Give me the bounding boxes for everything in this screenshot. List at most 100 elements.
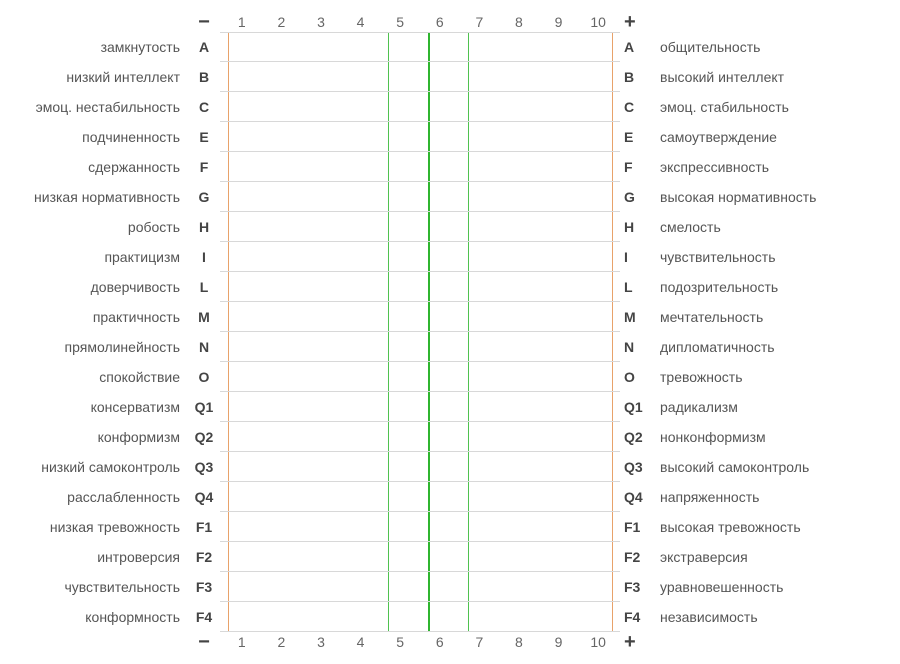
factor-grid-cell <box>220 362 620 392</box>
outer-gridline <box>612 182 613 211</box>
inner-gridline <box>388 542 389 571</box>
outer-gridline <box>612 572 613 601</box>
inner-gridline <box>388 302 389 331</box>
mid-gridline <box>428 122 430 151</box>
factor-right-label: высокий интеллект <box>652 69 890 85</box>
factor-right-label: напряженность <box>652 489 890 505</box>
factor-code-left: F <box>188 159 220 175</box>
inner-gridline <box>468 92 469 121</box>
mid-gridline <box>428 302 430 331</box>
factor-left-label: робость <box>10 219 188 235</box>
factor-code-right: F <box>620 159 652 175</box>
outer-gridline <box>612 332 613 361</box>
plus-symbol-bottom: + <box>620 631 652 654</box>
factor-left-label: конформность <box>10 609 188 625</box>
inner-gridline <box>388 92 389 121</box>
factor-code-right: F1 <box>620 519 652 535</box>
inner-gridline <box>468 212 469 241</box>
inner-gridline <box>388 602 389 631</box>
outer-gridline <box>612 212 613 241</box>
scale-tick: 4 <box>341 634 381 650</box>
factor-grid-cell <box>220 242 620 272</box>
factor-row: расслабленностьQ4Q4напряженность <box>10 482 890 512</box>
factor-row: низкая нормативностьGGвысокая нормативно… <box>10 182 890 212</box>
outer-gridline <box>228 152 229 181</box>
scale-tick: 8 <box>499 14 539 30</box>
profile-grid: − 12345678910 + замкнутостьAAобщительнос… <box>10 12 890 652</box>
factor-code-right: F3 <box>620 579 652 595</box>
factor-row: низкая тревожностьF1F1высокая тревожност… <box>10 512 890 542</box>
factor-right-label: экстраверсия <box>652 549 890 565</box>
factor-row: робостьHHсмелость <box>10 212 890 242</box>
mid-gridline <box>428 452 430 481</box>
inner-gridline <box>468 182 469 211</box>
inner-gridline <box>468 482 469 511</box>
factor-right-label: мечтательность <box>652 309 890 325</box>
inner-gridline <box>388 272 389 301</box>
factor-right-label: самоутверждение <box>652 129 890 145</box>
factor-code-right: G <box>620 189 652 205</box>
scale-tick: 10 <box>578 14 618 30</box>
factor-right-label: независимость <box>652 609 890 625</box>
factor-code-right: B <box>620 69 652 85</box>
inner-gridline <box>468 452 469 481</box>
factor-right-label: общительность <box>652 39 890 55</box>
factor-code-right: L <box>620 279 652 295</box>
inner-gridline <box>388 152 389 181</box>
factor-right-label: высокая нормативность <box>652 189 890 205</box>
factor-grid-cell <box>220 452 620 482</box>
mid-gridline <box>428 362 430 391</box>
factor-grid-cell <box>220 152 620 182</box>
outer-gridline <box>228 62 229 91</box>
inner-gridline <box>388 122 389 151</box>
factor-left-label: практичность <box>10 309 188 325</box>
scale-tick: 3 <box>301 14 341 30</box>
factor-row: сдержанностьFFэкспрессивность <box>10 152 890 182</box>
mid-gridline <box>428 92 430 121</box>
inner-gridline <box>468 122 469 151</box>
factor-code-right: N <box>620 339 652 355</box>
mid-gridline <box>428 152 430 181</box>
outer-gridline <box>228 422 229 451</box>
factor-right-label: смелость <box>652 219 890 235</box>
factor-right-label: высокая тревожность <box>652 519 890 535</box>
factor-right-label: чувствительность <box>652 249 890 265</box>
factor-left-label: интроверсия <box>10 549 188 565</box>
inner-gridline <box>388 362 389 391</box>
mid-gridline <box>428 512 430 541</box>
mid-gridline <box>428 33 430 61</box>
scale-tick: 6 <box>420 14 460 30</box>
factor-code-left: A <box>188 39 220 55</box>
inner-gridline <box>388 392 389 421</box>
outer-gridline <box>228 272 229 301</box>
factor-code-right: E <box>620 129 652 145</box>
inner-gridline <box>468 602 469 631</box>
inner-gridline <box>468 152 469 181</box>
outer-gridline <box>228 482 229 511</box>
factor-row: прямолинейностьNNдипломатичность <box>10 332 890 362</box>
scale-tick: 9 <box>539 14 579 30</box>
scale-tick: 9 <box>539 634 579 650</box>
inner-gridline <box>468 572 469 601</box>
factor-rows: замкнутостьAAобщительностьнизкий интелле… <box>10 32 890 632</box>
factor-grid-cell <box>220 332 620 362</box>
outer-gridline <box>228 242 229 271</box>
outer-gridline <box>612 302 613 331</box>
factor-row: низкий интеллектBBвысокий интеллект <box>10 62 890 92</box>
scale-tick: 10 <box>578 634 618 650</box>
factor-code-right: Q2 <box>620 429 652 445</box>
factor-left-label: сдержанность <box>10 159 188 175</box>
inner-gridline <box>468 512 469 541</box>
scale-tick: 6 <box>420 634 460 650</box>
factor-left-label: эмоц. нестабильность <box>10 99 188 115</box>
factor-code-right: Q4 <box>620 489 652 505</box>
plus-symbol-top: + <box>620 11 652 34</box>
factor-grid-cell <box>220 122 620 152</box>
outer-gridline <box>612 62 613 91</box>
mid-gridline <box>428 482 430 511</box>
scale-tick: 3 <box>301 634 341 650</box>
factor-code-right: Q1 <box>620 399 652 415</box>
scale-tick: 1 <box>222 14 262 30</box>
factor-right-label: подозрительность <box>652 279 890 295</box>
factor-code-left: C <box>188 99 220 115</box>
